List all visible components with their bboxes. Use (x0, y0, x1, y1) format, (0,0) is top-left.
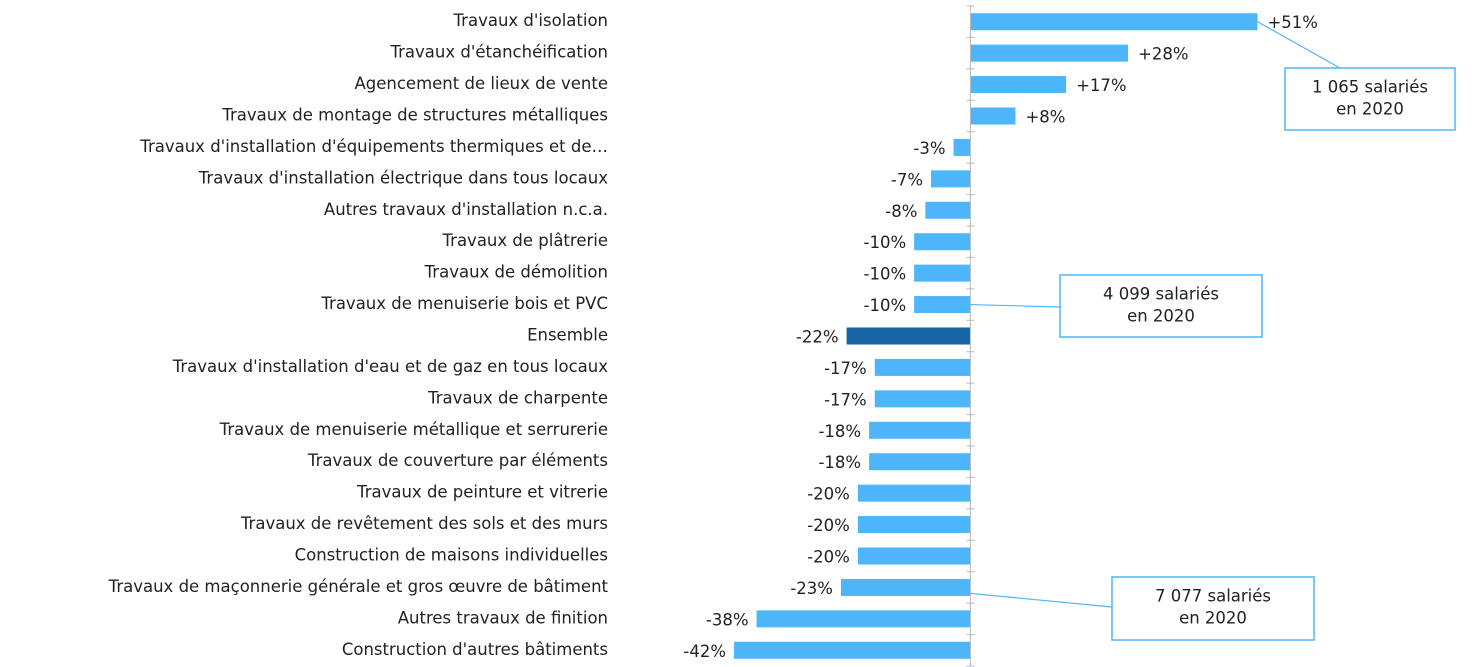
category-label: Travaux d'installation d'eau et de gaz e… (172, 357, 608, 376)
callout-text: en 2020 (1336, 100, 1404, 119)
bar (734, 641, 971, 659)
bar (846, 327, 971, 345)
category-label: Travaux de démolition (424, 263, 608, 282)
category-label: Travaux de revêtement des sols et des mu… (240, 514, 608, 533)
bar (869, 453, 971, 471)
value-label: -38% (706, 610, 749, 629)
value-label: -10% (864, 233, 907, 252)
bar (914, 264, 971, 282)
callout-box (1111, 576, 1315, 641)
bar (756, 610, 971, 628)
value-label: -22% (796, 328, 839, 347)
category-label: Autres travaux de finition (398, 608, 608, 627)
bar (857, 484, 971, 502)
category-label: Travaux de couverture par éléments (307, 451, 608, 470)
value-label: +28% (1138, 45, 1189, 64)
bar (857, 516, 971, 534)
callout-line (1257, 21, 1341, 69)
value-label: -20% (807, 548, 850, 567)
callout-box (1284, 67, 1456, 131)
category-label: Travaux de charpente (427, 388, 608, 407)
bar (970, 107, 1016, 125)
value-label: +8% (1025, 108, 1065, 127)
value-label: +17% (1076, 76, 1127, 95)
value-label: -20% (807, 485, 850, 504)
category-label: Travaux de peinture et vitrerie (356, 483, 608, 502)
category-label: Construction d'autres bâtiments (342, 640, 608, 659)
category-label: Travaux d'isolation (453, 11, 608, 30)
category-label: Travaux de montage de structures métalli… (221, 106, 608, 125)
value-label: -17% (824, 390, 867, 409)
callout-box (1059, 274, 1263, 338)
callout-text: 7 077 salariés (1155, 587, 1271, 606)
value-label: -8% (885, 202, 917, 221)
category-label: Travaux de plâtrerie (442, 231, 609, 250)
category-label: Autres travaux d'installation n.c.a. (324, 200, 608, 219)
value-label: -10% (864, 296, 907, 315)
callout-text: en 2020 (1179, 609, 1247, 628)
bar (840, 578, 971, 596)
bar (914, 296, 971, 314)
category-label: Travaux d'installation électrique dans t… (198, 168, 608, 187)
category-label: Ensemble (527, 326, 608, 345)
value-label: -7% (891, 170, 923, 189)
callout-line (970, 303, 1061, 308)
value-label: -17% (824, 359, 867, 378)
value-label: -18% (818, 422, 861, 441)
callout-text: 1 065 salariés (1312, 78, 1428, 97)
category-label: Travaux de maçonnerie générale et gros œ… (108, 577, 609, 596)
category-label: Agencement de lieux de vente (354, 74, 608, 93)
category-label: Construction de maisons individuelles (295, 546, 608, 565)
bar (857, 547, 971, 565)
bar (970, 44, 1129, 62)
value-label: -23% (790, 579, 833, 598)
category-label: Travaux de menuiserie bois et PVC (320, 294, 608, 313)
category-label: Travaux de menuiserie métallique et serr… (219, 420, 608, 439)
category-label: Travaux d'installation d'équipements the… (139, 137, 608, 156)
bar (953, 138, 971, 156)
bar (874, 358, 971, 376)
value-label: -20% (807, 516, 850, 535)
callout-text: en 2020 (1127, 307, 1195, 326)
bar (874, 390, 971, 408)
bar (869, 421, 971, 439)
bar (970, 76, 1067, 94)
value-label: +51% (1267, 13, 1318, 32)
callout-text: 4 099 salariés (1103, 285, 1219, 304)
value-label: -18% (818, 453, 861, 472)
callout-line (970, 592, 1113, 608)
bar (931, 170, 971, 188)
value-label: -10% (864, 265, 907, 284)
bar (914, 233, 971, 251)
bar (925, 201, 971, 219)
bar (970, 13, 1258, 31)
category-label: Travaux d'étanchéification (389, 43, 608, 62)
value-label: -3% (913, 139, 945, 158)
value-label: -42% (683, 642, 726, 661)
